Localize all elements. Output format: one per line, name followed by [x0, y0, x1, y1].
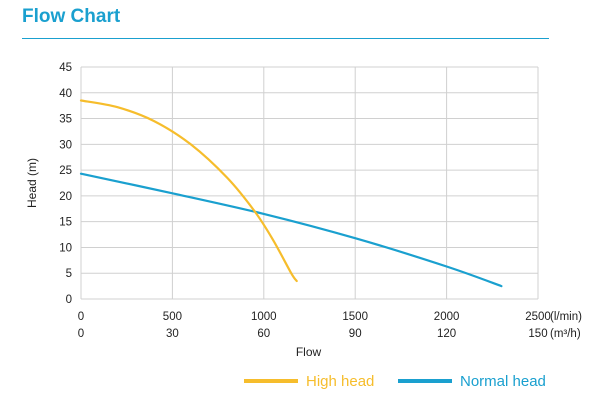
- y-tick-label: 30: [59, 139, 72, 151]
- series-line-high-head: [79, 99, 298, 283]
- x-tick-label-secondary: 0: [78, 328, 84, 340]
- y-tick-label: 20: [59, 191, 72, 203]
- y-tick-label: 40: [59, 88, 72, 100]
- x-tick-label-secondary: 90: [349, 328, 362, 340]
- title-divider: [22, 38, 549, 39]
- x-tick-label-secondary: 30: [166, 328, 179, 340]
- x-tick-label: 1000: [251, 311, 277, 323]
- x-unit-label: (l/min): [550, 311, 582, 323]
- x-tick-label: 500: [163, 311, 182, 323]
- y-axis-title: Head (m): [25, 158, 39, 208]
- y-tick-label: 15: [59, 217, 72, 229]
- y-tick-label: 10: [59, 242, 72, 254]
- x-tick-label: 2000: [434, 311, 460, 323]
- y-tick-label: 5: [66, 268, 72, 280]
- y-tick-label: 0: [66, 294, 72, 306]
- series-line-normal-head: [79, 172, 503, 288]
- x-tick-label: 1500: [342, 311, 368, 323]
- y-tick-label: 35: [59, 114, 72, 126]
- x-axis-title: Flow: [296, 345, 322, 359]
- x-tick-label: 2500: [525, 311, 551, 323]
- y-tick-label: 45: [59, 62, 72, 74]
- legend-label-high-head: High head: [306, 373, 374, 390]
- x-tick-label-secondary: 60: [257, 328, 270, 340]
- page-title: Flow Chart: [22, 6, 121, 27]
- y-tick-label: 25: [59, 165, 72, 177]
- x-tick-label-secondary: 150: [528, 328, 547, 340]
- x-unit-label-secondary: (m³/h): [550, 328, 581, 340]
- x-tick-label-secondary: 120: [437, 328, 456, 340]
- legend-label-normal-head: Normal head: [460, 373, 546, 390]
- x-tick-label: 0: [78, 311, 84, 323]
